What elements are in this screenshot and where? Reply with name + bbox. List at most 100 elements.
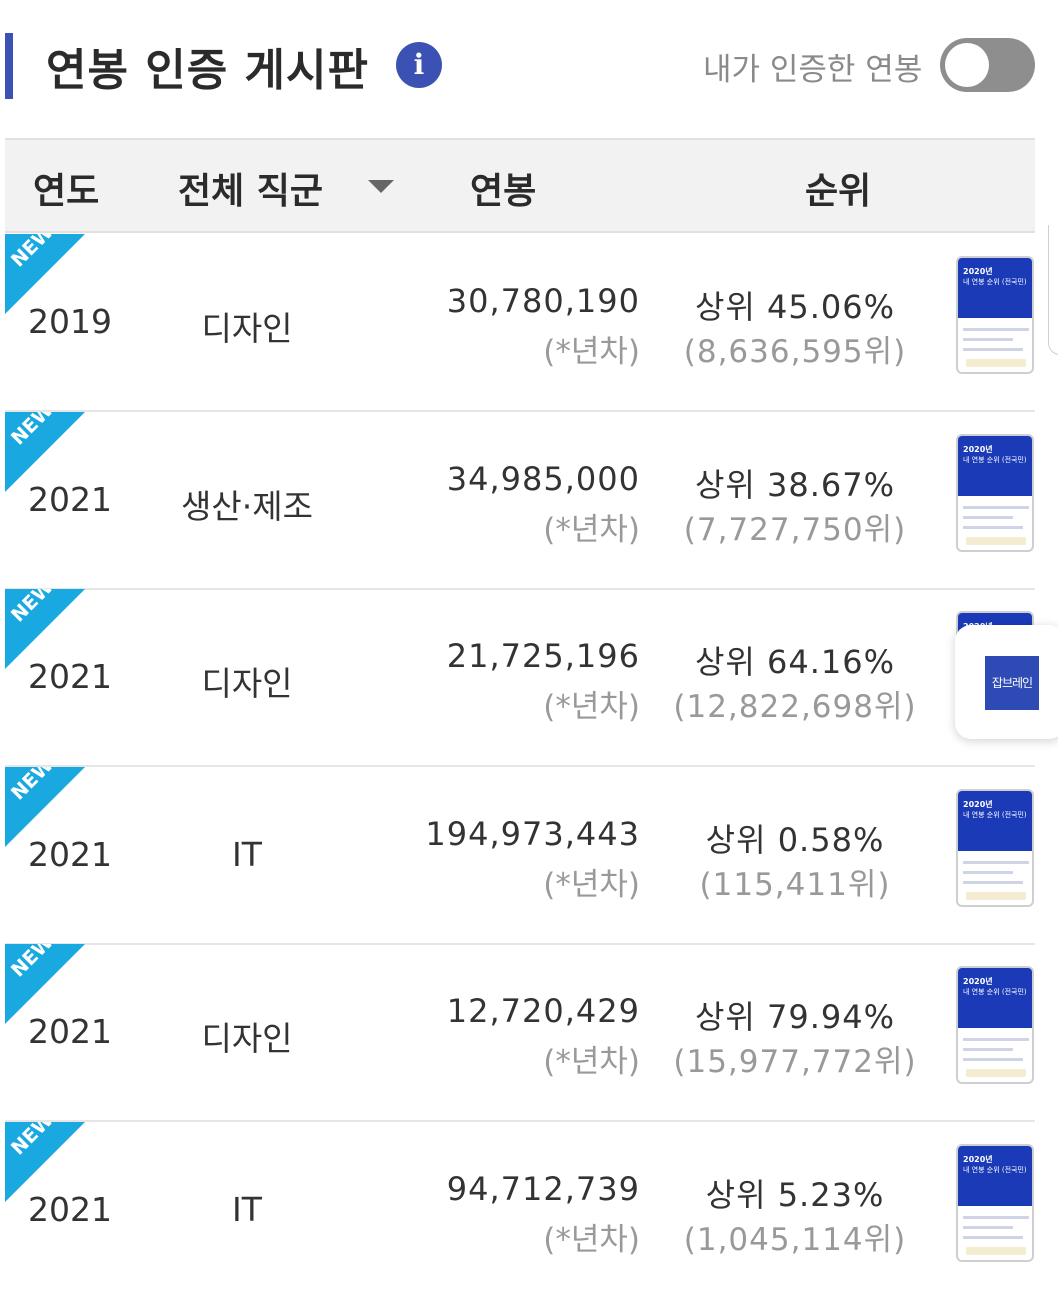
rank-cell: 상위 0.58% bbox=[705, 821, 885, 859]
thumbnail-line bbox=[963, 1058, 1023, 1061]
thumbnail-line2: 내 연봉 순위 (전국민) bbox=[963, 456, 1027, 464]
thumbnail-highlight bbox=[966, 1069, 1026, 1077]
title-accent-bar bbox=[5, 33, 13, 99]
my-salary-toggle[interactable] bbox=[940, 38, 1035, 92]
rank-cell: 상위 5.23% bbox=[705, 1176, 885, 1214]
page-header: 연봉 인증 게시판 i 내가 인증한 연봉 bbox=[0, 0, 1058, 130]
table-row[interactable]: NEW 2019 디자인 30,780,190 (*년차) 상위 45.06% (8,636… bbox=[5, 234, 1035, 412]
scroll-edge bbox=[1048, 225, 1058, 355]
column-header-year: 연도 bbox=[33, 171, 100, 212]
thumbnail-line1: 2020년 bbox=[963, 977, 993, 986]
years-note: (*년차) bbox=[543, 1222, 640, 1258]
jobbrain-logo: 잡브레인 bbox=[985, 656, 1039, 710]
salary-cell: 34,985,000 bbox=[446, 460, 640, 498]
job-cell: 디자인 bbox=[201, 664, 293, 703]
thumbnail-line1: 2020년 bbox=[963, 445, 993, 454]
rank-cell: 상위 64.16% bbox=[694, 643, 896, 681]
table-row[interactable]: NEW 2021 디자인 21,725,196 (*년차) 상위 64.16% (12,82… bbox=[5, 589, 1035, 767]
thumbnail-line1: 2020년 bbox=[963, 267, 993, 276]
new-badge: NEW bbox=[5, 234, 85, 314]
new-badge-triangle bbox=[5, 589, 85, 669]
jobbrain-floating-button[interactable]: 잡브레인 bbox=[955, 625, 1058, 739]
year-cell: 2021 bbox=[28, 835, 112, 874]
job-cell: 디자인 bbox=[201, 1019, 293, 1058]
thumbnail-line2: 내 연봉 순위 (전국민) bbox=[963, 988, 1027, 996]
salary-cell: 194,973,443 bbox=[425, 815, 640, 853]
year-cell: 2021 bbox=[28, 480, 112, 519]
toggle-knob bbox=[945, 43, 989, 87]
job-cell: 디자인 bbox=[201, 309, 293, 348]
thumbnail-line bbox=[963, 1226, 1013, 1229]
column-header-salary: 연봉 bbox=[470, 171, 537, 212]
year-cell: 2021 bbox=[28, 1012, 112, 1051]
new-badge: NEW bbox=[5, 767, 85, 847]
table-row[interactable]: NEW 2021 생산·제조 34,985,000 (*년차) 상위 38.67% (7,7… bbox=[5, 412, 1035, 590]
job-cell: IT bbox=[232, 1190, 262, 1229]
table-row[interactable]: NEW 2021 IT 94,712,739 (*년차) 상위 5.23% (1,045,1… bbox=[5, 1122, 1035, 1296]
year-cell: 2019 bbox=[28, 302, 112, 341]
thumbnail-line bbox=[963, 1038, 1029, 1041]
new-badge: NEW bbox=[5, 589, 85, 669]
years-note: (*년차) bbox=[543, 867, 640, 903]
rank-cell: 상위 38.67% bbox=[694, 466, 896, 504]
thumbnail-line bbox=[963, 1236, 1023, 1239]
new-badge-triangle bbox=[5, 234, 85, 314]
job-cell: IT bbox=[232, 835, 262, 874]
rank-position: (12,822,698위) bbox=[673, 689, 917, 725]
new-badge: NEW bbox=[5, 944, 85, 1024]
thumbnail-highlight bbox=[966, 537, 1026, 545]
thumbnail-line bbox=[963, 1048, 1013, 1051]
thumbnail-line2: 내 연봉 순위 (전국민) bbox=[963, 1166, 1027, 1174]
years-note: (*년차) bbox=[543, 689, 640, 725]
thumbnail-line bbox=[963, 506, 1029, 509]
column-header-rank: 순위 bbox=[805, 171, 872, 212]
new-badge-triangle bbox=[5, 412, 85, 492]
year-cell: 2021 bbox=[28, 657, 112, 696]
my-salary-toggle-label: 내가 인증한 연봉 bbox=[703, 52, 923, 88]
thumbnail-line1: 2020년 bbox=[963, 1155, 993, 1164]
year-cell: 2021 bbox=[28, 1190, 112, 1229]
rank-position: (115,411위) bbox=[699, 867, 891, 903]
salary-cell: 12,720,429 bbox=[446, 992, 640, 1030]
years-note: (*년차) bbox=[543, 334, 640, 370]
new-badge-triangle bbox=[5, 1122, 85, 1202]
salary-cell: 94,712,739 bbox=[446, 1170, 640, 1208]
rank-position: (1,045,114위) bbox=[683, 1222, 907, 1258]
rank-cell: 상위 79.94% bbox=[694, 998, 896, 1036]
new-badge: NEW bbox=[5, 1122, 85, 1202]
thumbnail-line bbox=[963, 881, 1023, 884]
new-badge-triangle bbox=[5, 944, 85, 1024]
thumbnail-line bbox=[963, 516, 1013, 519]
new-badge-triangle bbox=[5, 767, 85, 847]
table-row[interactable]: NEW 2021 IT 194,973,443 (*년차) 상위 0.58% (115,41… bbox=[5, 767, 1035, 945]
thumbnail-line bbox=[963, 348, 1023, 351]
rank-position: (8,636,595위) bbox=[683, 334, 907, 370]
thumbnail-line2: 내 연봉 순위 (전국민) bbox=[963, 811, 1027, 819]
table-row[interactable]: NEW 2021 디자인 12,720,429 (*년차) 상위 79.94% (15,97… bbox=[5, 944, 1035, 1122]
job-cell: 생산·제조 bbox=[181, 487, 313, 526]
rank-cell: 상위 45.06% bbox=[694, 288, 896, 326]
job-filter-dropdown[interactable]: 전체 직군 bbox=[178, 171, 324, 212]
thumbnail-line bbox=[963, 338, 1013, 341]
rank-position: (7,727,750위) bbox=[683, 512, 907, 548]
thumbnail-highlight bbox=[966, 1247, 1026, 1255]
years-note: (*년차) bbox=[543, 1044, 640, 1080]
thumbnail-line bbox=[963, 328, 1029, 331]
thumbnail-line bbox=[963, 861, 1029, 864]
info-icon[interactable]: i bbox=[396, 42, 442, 88]
thumbnail-line1: 2020년 bbox=[963, 800, 993, 809]
thumbnail-highlight bbox=[966, 359, 1026, 367]
thumbnail-line bbox=[963, 871, 1013, 874]
rank-position: (15,977,772위) bbox=[673, 1044, 917, 1080]
table-header: 연도 전체 직군 연봉 순위 bbox=[5, 138, 1035, 233]
caret-down-icon[interactable] bbox=[368, 180, 394, 193]
